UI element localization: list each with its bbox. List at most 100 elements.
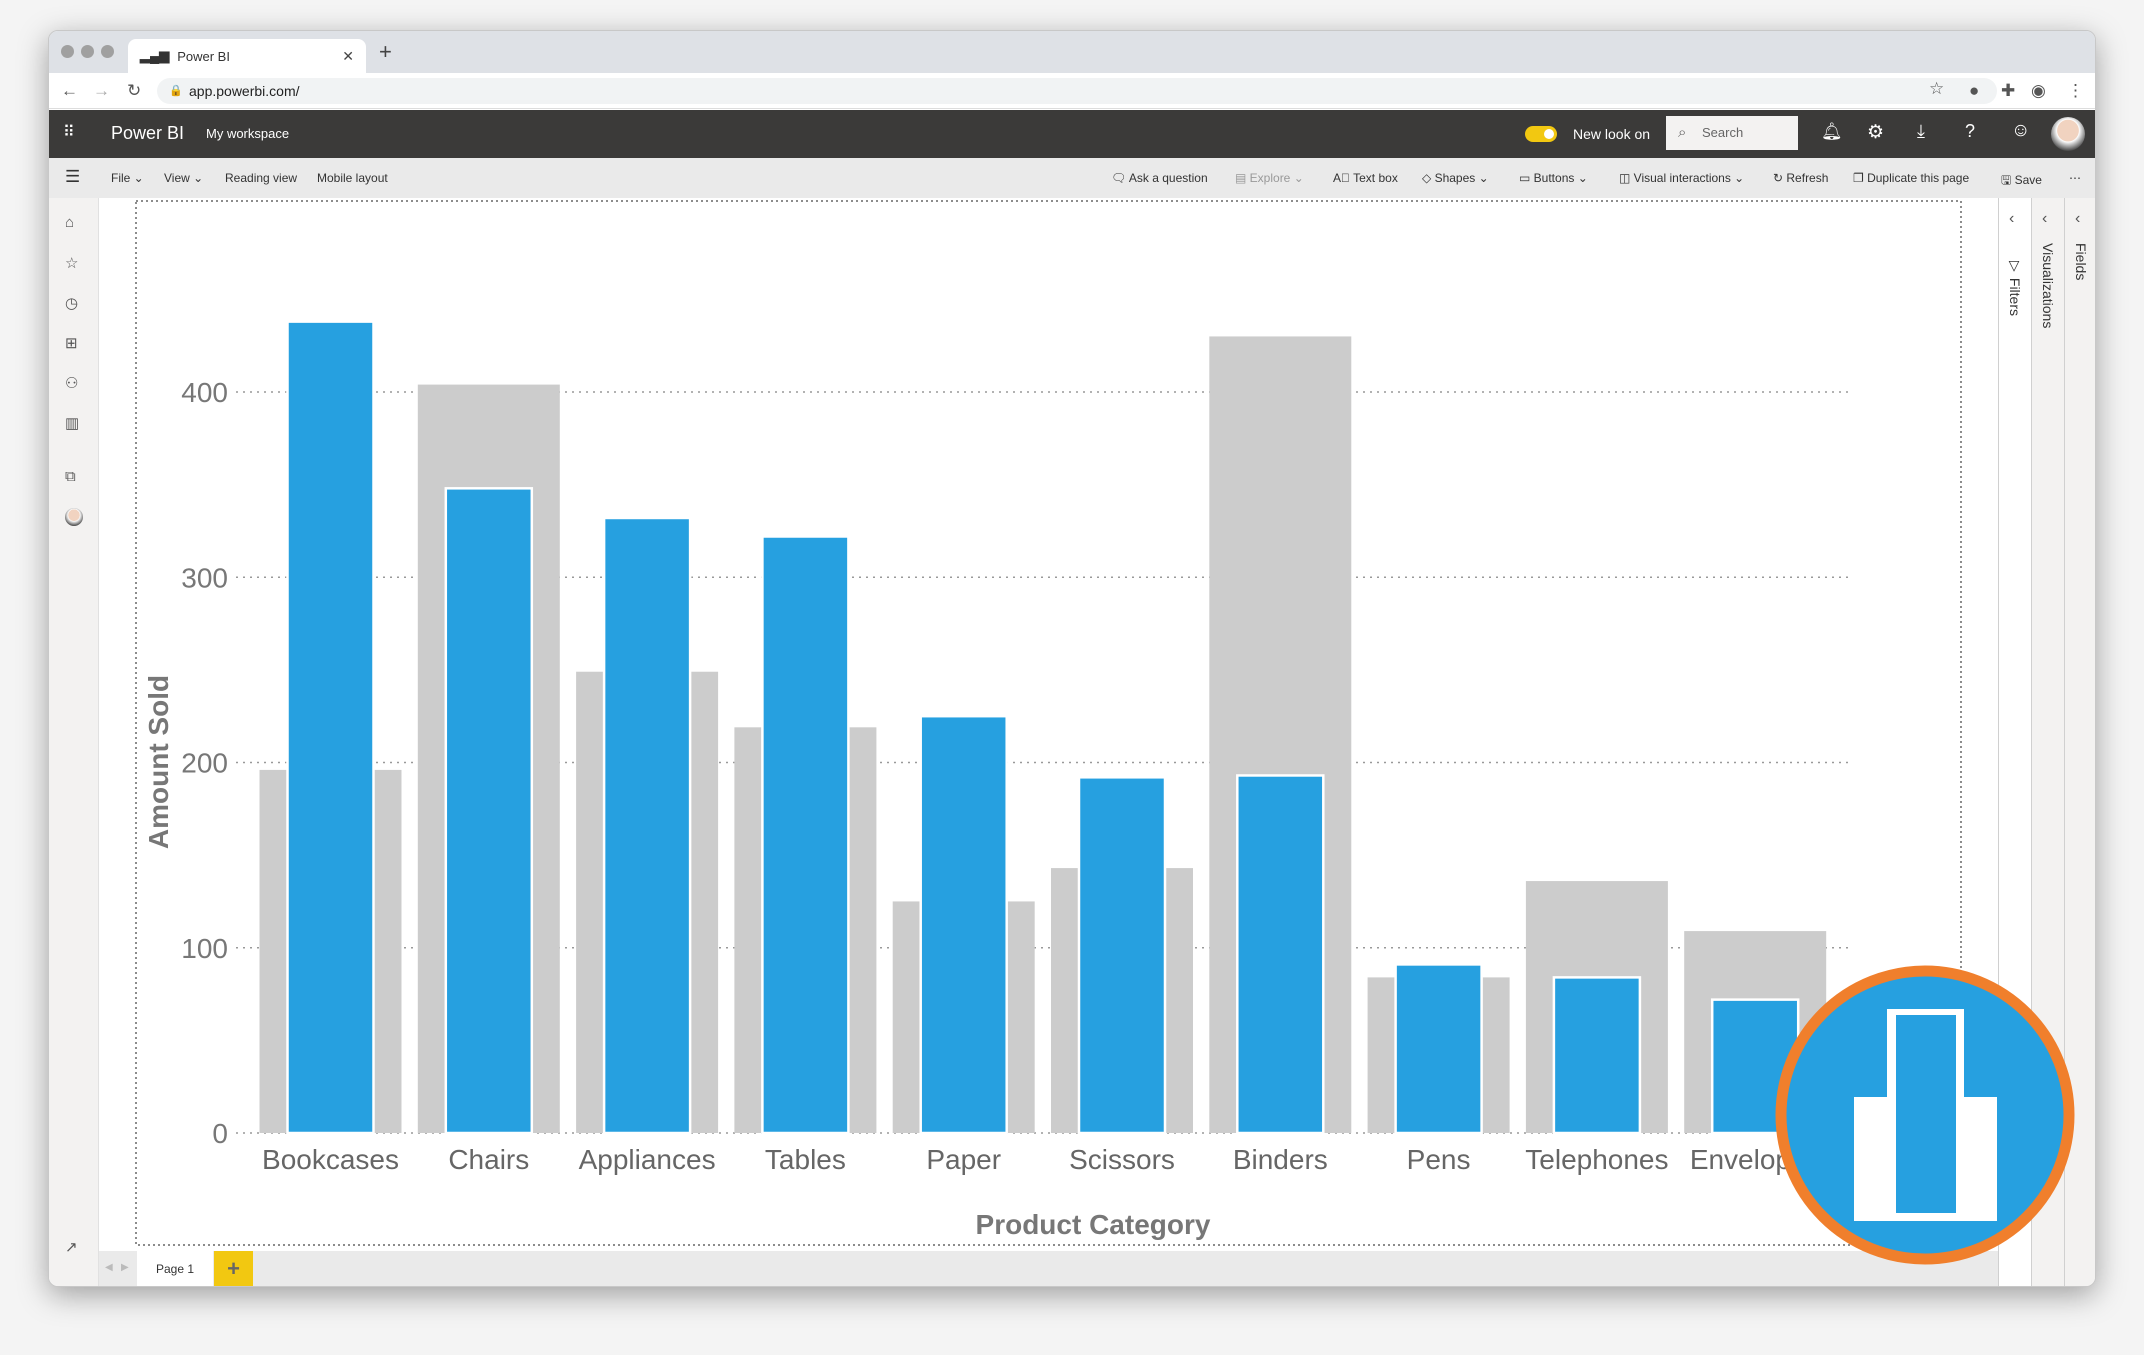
browser-menu-icon[interactable]: ⋮	[2067, 81, 2084, 100]
fields-pane[interactable]: ‹ Fields	[2064, 198, 2095, 1286]
buttons-menu[interactable]: ▭ Buttons ⌄	[1519, 171, 1588, 185]
bar-blue-telephones[interactable]	[1552, 976, 1642, 1135]
forward-icon[interactable]: →	[93, 81, 110, 100]
help-icon[interactable]: ?	[1965, 121, 1976, 141]
shared-with-me-icon[interactable]: ⚇	[65, 375, 79, 392]
filters-pane[interactable]: ‹ ▽ Filters	[1998, 198, 2031, 1286]
app-name[interactable]: Power BI	[111, 123, 185, 143]
bar-blue-pens[interactable]	[1394, 963, 1483, 1135]
duplicate-page-button[interactable]: ❐ Duplicate this page	[1853, 171, 1970, 185]
x-tick-label: Chairs	[448, 1144, 529, 1175]
bar-blue-paper[interactable]	[919, 714, 1008, 1135]
visual-selection-border	[135, 200, 1962, 1246]
x-tick-label: Paper	[926, 1144, 1001, 1175]
avatar[interactable]	[2051, 117, 2085, 151]
minimize-window-button[interactable]	[81, 45, 94, 58]
reading-view-button[interactable]: Reading view	[225, 171, 298, 185]
puzzle-extensions-icon[interactable]: ✚	[2001, 81, 2016, 100]
search-box[interactable]: ⌕ Search	[1666, 116, 1798, 150]
back-icon[interactable]: ←	[61, 81, 78, 100]
refresh-button[interactable]: ↻ Refresh	[1773, 171, 1829, 185]
bar-blue-binders[interactable]	[1236, 774, 1325, 1135]
settings-gear-icon[interactable]: ⚙	[1867, 122, 1885, 143]
feedback-smiley-icon[interactable]: ☺	[2011, 120, 2031, 141]
x-axis-title: Product Category	[976, 1209, 1211, 1240]
download-icon[interactable]: ⤓	[1917, 121, 1925, 141]
bookmark-star-icon[interactable]: ☆	[1929, 79, 1945, 98]
x-tick-label: Tables	[765, 1144, 846, 1175]
bar-blue-chairs[interactable]	[444, 487, 534, 1135]
app-launcher-icon[interactable]: ⠿	[63, 124, 75, 141]
maximize-window-button[interactable]	[101, 45, 114, 58]
hamburger-menu-icon[interactable]: ☰	[65, 167, 81, 186]
url-text: app.powerbi.com/	[189, 83, 300, 99]
bar-chart[interactable]: 0 100 200 300 400 Bookcases Chairs Appliances Ta…	[99, 198, 2048, 1251]
extension-icon[interactable]: ●	[1969, 81, 1980, 100]
file-menu[interactable]: File ⌄	[111, 171, 144, 185]
prev-page-icon[interactable]: ◀	[105, 1262, 113, 1273]
y-tick-label: 100	[181, 933, 228, 964]
collapse-chevron-icon[interactable]: ‹	[2042, 210, 2048, 227]
new-tab-button[interactable]: +	[379, 39, 392, 64]
bar-blue-envelopes[interactable]	[1710, 998, 1800, 1135]
page-tabs-bar: ◀ ▶ Page 1 +	[99, 1251, 1998, 1286]
y-tick-label: 0	[212, 1118, 228, 1149]
x-tick-label: Telephones	[1525, 1144, 1668, 1175]
collapse-chevron-icon[interactable]: ‹	[2075, 210, 2081, 227]
lock-icon: 🔒	[169, 85, 183, 97]
reload-icon[interactable]: ↻	[127, 81, 142, 100]
next-page-icon[interactable]: ▶	[121, 1262, 129, 1273]
expand-arrow-icon[interactable]: ↗	[65, 1239, 78, 1256]
bar-blue-appliances[interactable]	[602, 516, 692, 1135]
search-icon: ⌕	[1678, 124, 1687, 141]
explore-menu[interactable]: ▤ Explore ⌄	[1235, 171, 1304, 185]
new-look-toggle[interactable]	[1525, 126, 1557, 142]
apps-icon[interactable]: ⊞	[65, 335, 78, 352]
close-tab-icon[interactable]: ✕	[342, 47, 354, 64]
url-field[interactable]: 🔒 app.powerbi.com/	[157, 78, 1997, 104]
tab-bar: ▂▄▆ Power BI ✕ +	[49, 31, 2095, 73]
workspace-link[interactable]: My workspace	[206, 126, 290, 141]
ask-question-button[interactable]: 🗨︎ Ask a question	[1111, 171, 1208, 185]
browser-tab[interactable]: ▂▄▆ Power BI ✕	[128, 39, 366, 73]
learn-book-icon[interactable]: ▥	[65, 415, 80, 432]
mobile-layout-button[interactable]: Mobile layout	[317, 171, 388, 185]
shapes-menu[interactable]: ◇ Shapes ⌄	[1422, 171, 1489, 185]
page-tab-page-1[interactable]: Page 1	[137, 1251, 213, 1286]
x-tick-label: Envelopes	[1690, 1144, 1821, 1175]
text-box-button[interactable]: A⃞ Text box	[1333, 171, 1398, 185]
x-tick-label: Appliances	[579, 1144, 716, 1175]
profile-icon[interactable]: ◉	[2031, 81, 2046, 100]
browser-window: ▂▄▆ Power BI ✕ + ← → ↻ 🔒 app.powerbi.com/…	[48, 30, 2096, 1287]
bar-blue-bookcases[interactable]	[286, 320, 375, 1135]
visualizations-pane-label: Visualizations	[2040, 243, 2056, 329]
workspaces-icon[interactable]: ⧉	[65, 468, 76, 485]
favorites-star-icon[interactable]: ☆	[65, 255, 79, 272]
collapse-chevron-icon[interactable]: ‹	[2009, 210, 2015, 227]
x-tick-label: Binders	[1233, 1144, 1328, 1175]
y-tick-label: 400	[181, 377, 228, 408]
add-page-button[interactable]: +	[214, 1251, 253, 1286]
y-tick-label: 200	[181, 748, 228, 779]
visual-interactions-menu[interactable]: ◫ Visual interactions ⌄	[1619, 171, 1745, 185]
x-tick-label: Bookcases	[262, 1144, 399, 1175]
left-nav: ⌂ ☆ ◷ ⊞ ⚇ ▥ ⧉ ↗	[49, 198, 99, 1286]
save-button[interactable]: 🖫 Save	[2001, 173, 2042, 187]
more-options-icon[interactable]: ⋯	[2069, 171, 2081, 185]
view-menu[interactable]: View ⌄	[164, 171, 204, 185]
report-canvas: 0 100 200 300 400 Bookcases Chairs Appliances Ta…	[99, 198, 2048, 1251]
y-tick-label: 300	[181, 562, 228, 593]
my-workspace-avatar[interactable]	[65, 508, 83, 526]
bar-blue-tables[interactable]	[761, 535, 850, 1135]
bar-blue-scissors[interactable]	[1077, 776, 1167, 1135]
notifications-bell-icon[interactable]: 🔔︎	[1821, 122, 1843, 141]
recent-clock-icon[interactable]: ◷	[65, 295, 79, 312]
home-icon[interactable]: ⌂	[65, 214, 75, 231]
search-placeholder: Search	[1702, 125, 1744, 140]
powerbi-header: ⠿ Power BI My workspace New look on ⌕ Sea…	[49, 110, 2095, 158]
close-window-button[interactable]	[61, 45, 74, 58]
x-tick-label: Pens	[1407, 1144, 1471, 1175]
address-bar-row: ← → ↻ 🔒 app.powerbi.com/ ☆ ● ✚ ◉ ⋮	[49, 73, 2095, 109]
tab-title: Power BI	[177, 48, 230, 64]
visualizations-pane[interactable]: ‹ Visualizations	[2031, 198, 2064, 1286]
